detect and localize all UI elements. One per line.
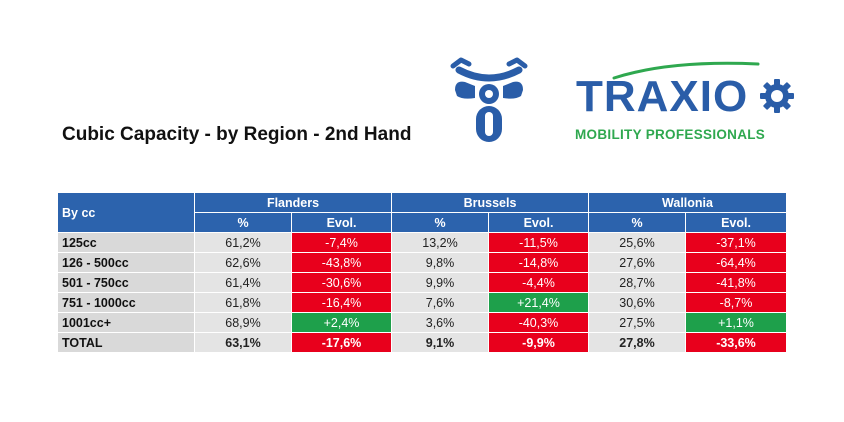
pct-cell: 61,4% [194,272,292,293]
pct-cell: 61,2% [194,232,292,253]
motorcycle-icon [450,57,528,142]
evol-cell: -8,7% [685,292,787,313]
evol-cell: -64,4% [685,252,787,273]
pct-cell: 27,5% [588,312,686,333]
table-row: 751 - 1000cc 61,8% -16,4% 7,6% +21,4% 30,6% -8… [57,292,787,313]
table-total-row: TOTAL 63,1% -17,6% 9,1% -9,9% 27,8% -33,6% [57,332,787,353]
row-label: 126 - 500cc [57,252,195,273]
evol-cell: -40,3% [488,312,589,333]
evol-cell: -17,6% [291,332,392,353]
pct-cell: 13,2% [391,232,489,253]
sub-header-evol: Evol. [291,212,392,233]
table-row: 501 - 750cc 61,4% -30,6% 9,9% -4,4% 28,7% -41,… [57,272,787,293]
sub-header-evol: Evol. [488,212,589,233]
evol-cell: -7,4% [291,232,392,253]
row-label: 751 - 1000cc [57,292,195,313]
sub-header-evol: Evol. [685,212,787,233]
evol-cell: -41,8% [685,272,787,293]
pct-cell: 9,9% [391,272,489,293]
traxio-logo: TRAXIO MOBILITY PROFESSIONALS [570,58,796,152]
page-title: Cubic Capacity - by Region - 2nd Hand [62,124,412,145]
row-label: 125cc [57,232,195,253]
sub-header-pct: % [194,212,292,233]
pct-cell: 30,6% [588,292,686,313]
evol-cell: -43,8% [291,252,392,273]
logo-swoosh [612,61,760,80]
region-header-flanders: Flanders [194,192,392,213]
row-header: By cc [57,192,195,233]
pct-cell: 62,6% [194,252,292,273]
evol-cell: -37,1% [685,232,787,253]
row-label: 1001cc+ [57,312,195,333]
evol-cell: -9,9% [488,332,589,353]
row-label: 501 - 750cc [57,272,195,293]
pct-cell: 27,8% [588,332,686,353]
pct-cell: 68,9% [194,312,292,333]
logo-tagline: MOBILITY PROFESSIONALS [575,127,766,142]
table-row: 125cc 61,2% -7,4% 13,2% -11,5% 25,6% -37,1% [57,232,787,253]
evol-cell: -16,4% [291,292,392,313]
row-label: TOTAL [57,332,195,353]
cubic-capacity-table: By cc Flanders Brussels Wallonia % Evol.… [57,192,787,353]
evol-cell: -14,8% [488,252,589,273]
pct-cell: 7,6% [391,292,489,313]
pct-cell: 9,8% [391,252,489,273]
evol-cell: +2,4% [291,312,392,333]
pct-cell: 25,6% [588,232,686,253]
sub-header-pct: % [391,212,489,233]
pct-cell: 63,1% [194,332,292,353]
table-row: 1001cc+ 68,9% +2,4% 3,6% -40,3% 27,5% +1,1% [57,312,787,333]
gear-icon [760,79,794,113]
sub-header-pct: % [588,212,686,233]
region-header-brussels: Brussels [391,192,589,213]
logo-wordmark: TRAXIO [576,72,749,121]
evol-cell: -4,4% [488,272,589,293]
pct-cell: 3,6% [391,312,489,333]
pct-cell: 9,1% [391,332,489,353]
evol-cell: +1,1% [685,312,787,333]
region-header-wallonia: Wallonia [588,192,787,213]
evol-cell: -33,6% [685,332,787,353]
pct-cell: 27,6% [588,252,686,273]
evol-cell: +21,4% [488,292,589,313]
evol-cell: -30,6% [291,272,392,293]
table-row: 126 - 500cc 62,6% -43,8% 9,8% -14,8% 27,6% -64… [57,252,787,273]
pct-cell: 28,7% [588,272,686,293]
pct-cell: 61,8% [194,292,292,313]
evol-cell: -11,5% [488,232,589,253]
